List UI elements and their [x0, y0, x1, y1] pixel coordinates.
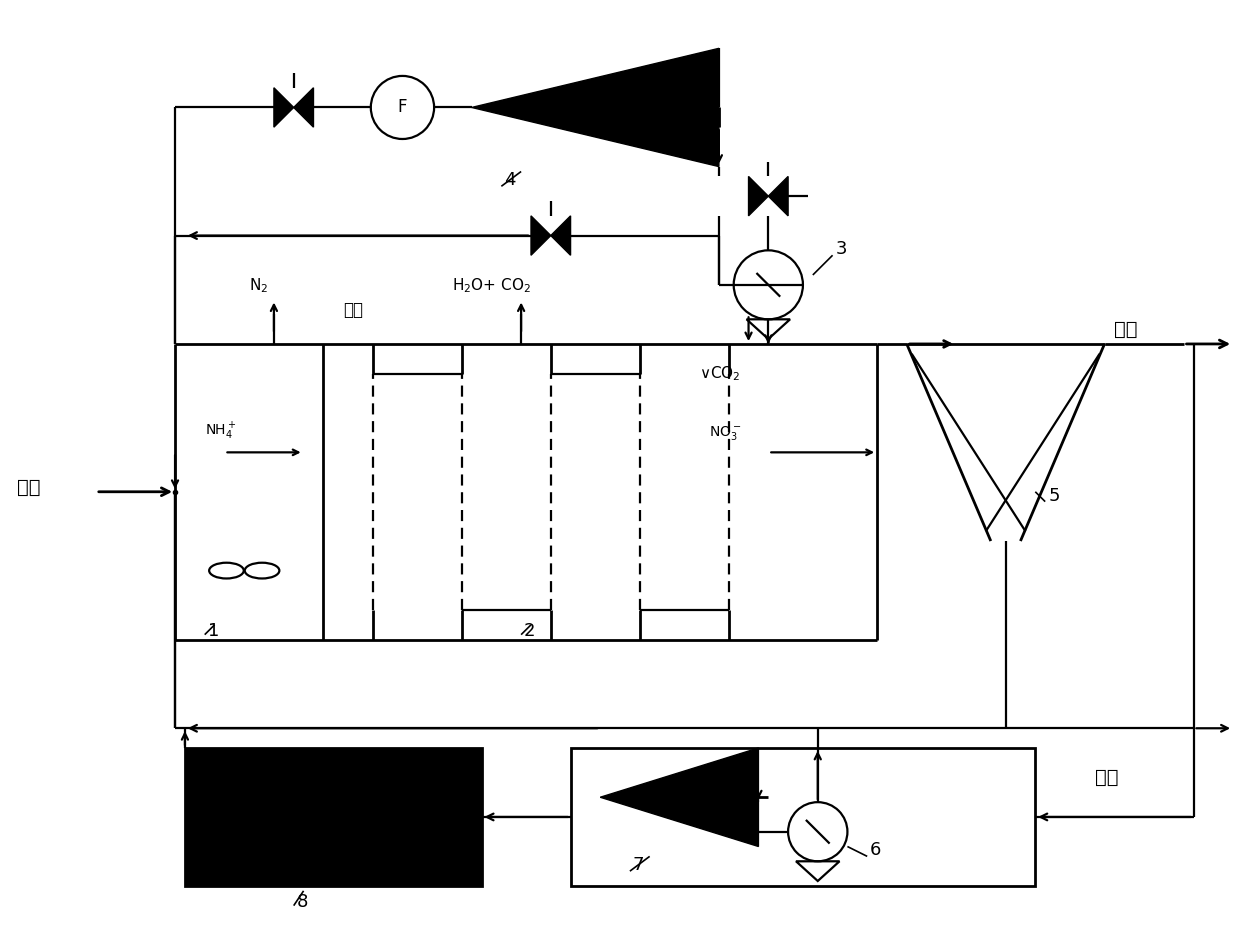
Bar [185, 748, 481, 886]
Text: H$_2$O+ CO$_2$: H$_2$O+ CO$_2$ [451, 276, 531, 295]
Text: 3: 3 [836, 240, 847, 258]
Text: 6: 6 [870, 842, 882, 860]
Text: 碱渣: 碱渣 [1095, 768, 1118, 787]
Polygon shape [531, 216, 551, 255]
Text: NO$_3^-$: NO$_3^-$ [709, 425, 742, 443]
Polygon shape [749, 176, 769, 216]
Text: 曝气: 曝气 [343, 302, 363, 319]
Bar [570, 748, 1035, 886]
Polygon shape [551, 216, 570, 255]
Polygon shape [274, 88, 294, 128]
Text: 4: 4 [505, 171, 516, 189]
Polygon shape [294, 88, 314, 128]
Text: 进水: 进水 [17, 478, 41, 497]
Text: 1: 1 [207, 622, 219, 640]
Polygon shape [600, 748, 759, 846]
Text: 5: 5 [1048, 486, 1060, 505]
Polygon shape [471, 49, 719, 167]
Text: 7: 7 [632, 856, 645, 874]
Polygon shape [769, 176, 789, 216]
Text: 8: 8 [296, 893, 308, 910]
Text: $\vee$CO$_2$: $\vee$CO$_2$ [699, 365, 740, 384]
Text: NH$_4^+$: NH$_4^+$ [205, 421, 236, 443]
Text: N$_2$: N$_2$ [249, 276, 268, 295]
Text: 出水: 出水 [1115, 320, 1138, 339]
Text: 2: 2 [525, 622, 536, 640]
Text: F: F [398, 98, 407, 116]
